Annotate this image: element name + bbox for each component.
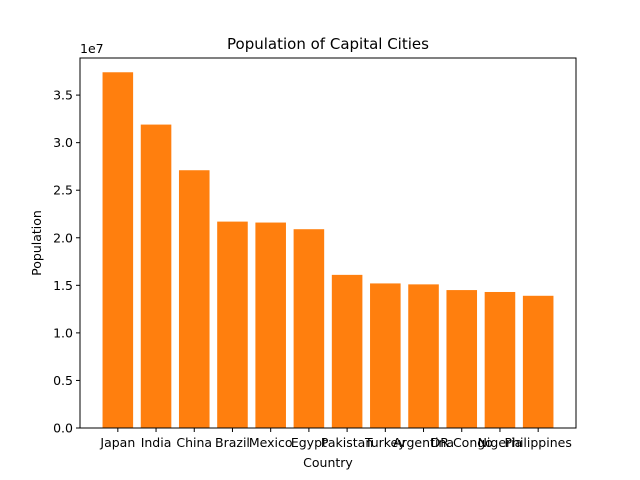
plot-frame bbox=[79, 57, 577, 429]
x-tick-label: Egypt bbox=[291, 435, 327, 450]
x-tick-label: Philippines bbox=[504, 435, 571, 450]
y-axis-label: Population bbox=[29, 210, 44, 276]
x-tick-label: Pakistan bbox=[321, 435, 373, 450]
x-tick-label: DR Congo bbox=[431, 435, 493, 450]
x-tick-label: India bbox=[141, 435, 172, 450]
y-tick-label: 3.0 bbox=[53, 135, 73, 150]
bars-group bbox=[102, 72, 554, 429]
bar-argentina bbox=[408, 284, 439, 428]
bar-japan bbox=[102, 72, 134, 429]
chart-title: Population of Capital Cities bbox=[227, 35, 429, 53]
y-tick-label: 0.5 bbox=[53, 373, 73, 388]
x-tick-label: Turkey bbox=[364, 435, 406, 450]
y-tick-label: 2.5 bbox=[53, 183, 73, 198]
y-tick-label: 1.5 bbox=[53, 278, 73, 293]
y-tick-label: 0.0 bbox=[53, 421, 73, 436]
y-ticks-group: 0.0 0.5 1.0 1.5 2.0 2.5 3.0 3.5 bbox=[53, 88, 80, 436]
bar-china bbox=[178, 170, 210, 428]
x-tick-label: Japan bbox=[99, 435, 135, 450]
x-tick-label: China bbox=[176, 435, 212, 450]
x-axis-label: Country bbox=[303, 455, 353, 470]
bar-turkey bbox=[370, 283, 401, 428]
bar-nigeria bbox=[484, 291, 516, 428]
y-offset-text: 1e7 bbox=[80, 41, 104, 56]
y-tick-label: 2.0 bbox=[53, 230, 73, 245]
bar-mexico bbox=[255, 222, 286, 428]
bar-pakistan bbox=[331, 274, 363, 428]
bar-philippines bbox=[522, 295, 554, 428]
x-tick-label: Mexico bbox=[249, 435, 293, 450]
x-ticks-group: Japan India China BrazilMexicoEgyptPakistan… bbox=[99, 428, 572, 450]
bar-india bbox=[140, 124, 172, 428]
bar-egypt bbox=[293, 229, 325, 428]
x-tick-label: Brazil bbox=[215, 435, 250, 450]
bar-brazil bbox=[217, 221, 248, 428]
x-tick-label: Argentina bbox=[393, 435, 454, 450]
y-tick-label: 3.5 bbox=[53, 88, 73, 103]
y-tick-label: 1.0 bbox=[53, 325, 73, 340]
x-tick-label: Nigeria bbox=[478, 435, 523, 450]
bar-dr-congo bbox=[446, 290, 478, 428]
